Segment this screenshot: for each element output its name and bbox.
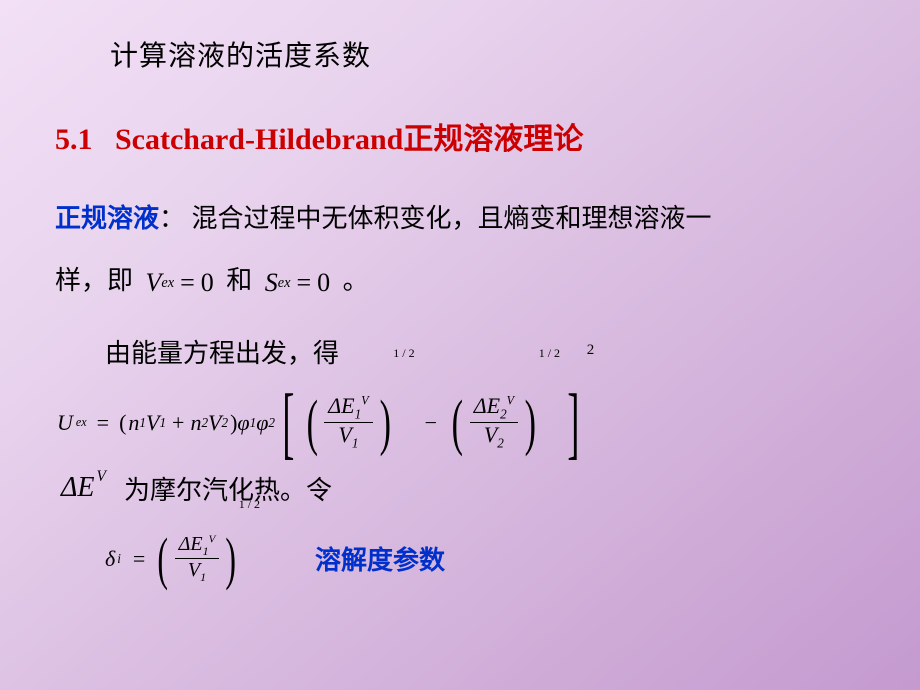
colon: ： (159, 204, 185, 233)
and-text: 和 (226, 266, 259, 295)
term-regular-solution: 正规溶液 (55, 204, 159, 233)
section-heading: 5.1 Scatchard-Hildebrand正规溶液理论 (55, 114, 865, 158)
eq-Sex: Sex = 0 (265, 252, 330, 314)
section-name-en: Scatchard-Hildebrand (115, 123, 403, 156)
para-text-b: 样，即 (55, 266, 140, 295)
equation-delta: δi = ( ΔE1V V1 ) 1 / 2 溶解度参数 (105, 523, 865, 595)
section-number: 5.1 (55, 123, 93, 156)
eq-Vex: Vex = 0 (146, 252, 214, 314)
equation-Uex: U ex = ( n1 V1 + n2 V2 ) φ1 φ2 [ ( ΔE1V … (57, 378, 865, 468)
molar-heat-text: 为摩尔汽化热。令 (124, 470, 332, 507)
page-title: 计算溶液的活度系数 (110, 34, 865, 74)
solubility-parameter-label: 溶解度参数 (315, 540, 445, 577)
section-name-cn: 正规溶液理论 (403, 123, 583, 156)
paragraph-2: 由能量方程出发，得 (105, 333, 865, 370)
para-text-a: 混合过程中无体积变化，且熵变和理想溶液一 (185, 204, 712, 233)
line-molar-heat: ΔEV 为摩尔汽化热。令 (61, 470, 865, 507)
period: 。 (343, 266, 369, 295)
paragraph-1: 正规溶液： 混合过程中无体积变化，且熵变和理想溶液一 样，即 Vex = 0 和… (55, 188, 865, 315)
